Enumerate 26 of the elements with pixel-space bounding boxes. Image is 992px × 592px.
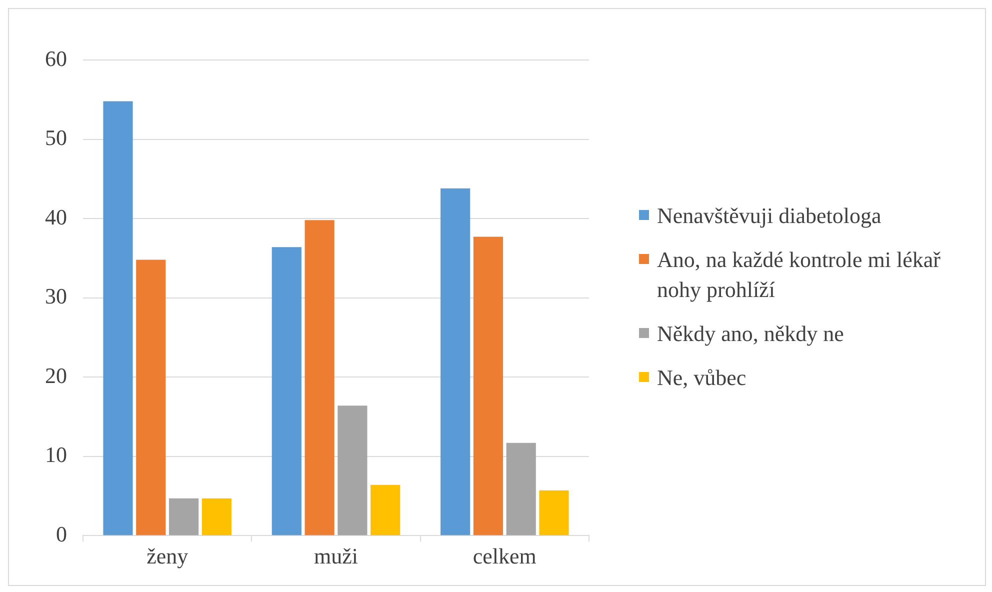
- x-tick-label: muži: [314, 544, 358, 569]
- bar: [539, 490, 569, 536]
- x-tick-label: ženy: [146, 544, 188, 569]
- bar: [168, 498, 199, 536]
- y-tick-label: 20: [45, 362, 67, 388]
- bar: [440, 188, 470, 536]
- legend-label: Ne, vůbec: [657, 364, 746, 392]
- y-tick-label: 10: [45, 442, 67, 468]
- bar: [473, 236, 504, 536]
- legend-label: Ano, na každé kontrole mi lékař nohy prohlíží: [657, 246, 942, 304]
- bar: [304, 220, 334, 536]
- bar: [370, 484, 400, 536]
- bar: [103, 101, 133, 536]
- bar: [272, 247, 302, 536]
- bar: [338, 406, 368, 536]
- x-tick-label: celkem: [472, 544, 536, 569]
- bar: [202, 498, 232, 536]
- y-tick-label: 60: [45, 46, 67, 71]
- y-tick-label: 40: [45, 204, 67, 230]
- y-tick-label: 30: [45, 284, 67, 309]
- legend-label: Nenavštěvuji diabetologa: [657, 202, 882, 230]
- legend-label: Někdy ano, někdy ne: [657, 320, 844, 348]
- y-tick-label: 0: [56, 521, 67, 546]
- bar: [506, 442, 536, 536]
- bar: [136, 260, 166, 536]
- y-tick-label: 50: [45, 125, 67, 150]
